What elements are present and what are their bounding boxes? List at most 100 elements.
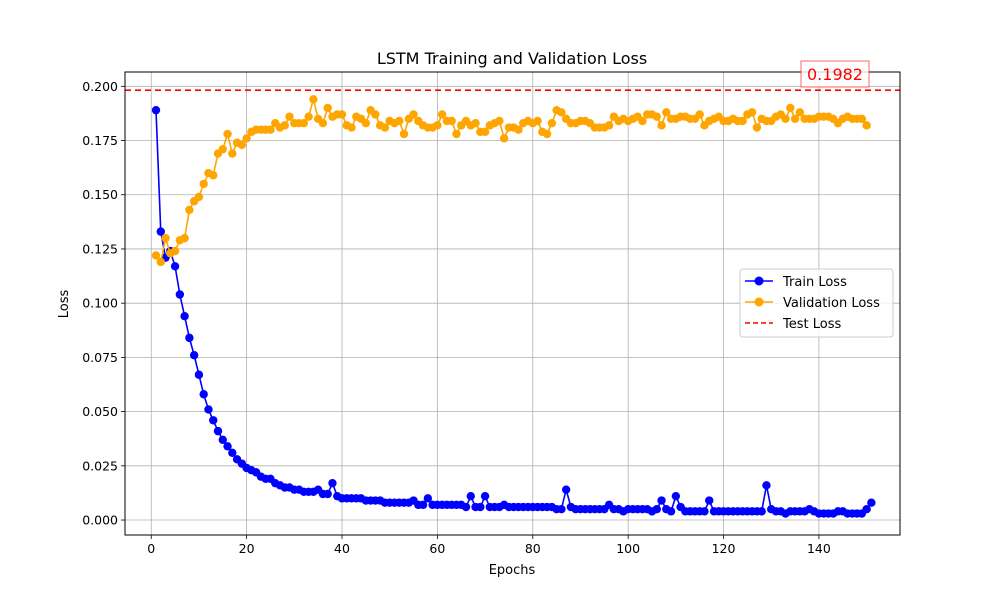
validation-loss-point (194, 192, 204, 202)
train-loss-point (170, 262, 180, 271)
train-loss-point (666, 507, 676, 516)
validation-loss-point (738, 116, 747, 126)
train-loss-point (151, 105, 161, 115)
validation-loss-point (662, 108, 671, 117)
train-loss-point (209, 416, 218, 425)
validation-loss-point (495, 116, 504, 126)
y-tick-label: 0.175 (82, 133, 118, 148)
x-axis-label: Epochs (489, 563, 536, 578)
x-tick-label: 40 (334, 541, 350, 556)
series-layer (125, 89, 900, 518)
validation-loss-point (447, 116, 456, 126)
validation-loss-point (337, 110, 347, 119)
y-axis-label: Loss (57, 290, 72, 319)
legend-validation-marker (754, 297, 764, 307)
x-tick-label: 140 (807, 541, 831, 556)
validation-loss-point (266, 125, 275, 134)
x-tick-label: 80 (525, 541, 541, 556)
validation-loss-point (361, 118, 371, 128)
validation-loss-point (185, 205, 194, 215)
y-tick-label: 0.000 (82, 513, 118, 528)
plot-frame (124, 71, 901, 536)
train-loss-point (180, 311, 189, 321)
y-tick-label: 0.050 (82, 404, 118, 419)
validation-loss-point (786, 103, 795, 113)
legend-validation-label: Validation Loss (783, 296, 880, 311)
grid (125, 72, 900, 535)
validation-loss-point (156, 257, 165, 267)
validation-loss-point (747, 108, 757, 117)
validation-loss-point (280, 121, 289, 130)
train-loss-point (323, 489, 332, 499)
y-tick-label: 0.100 (82, 296, 118, 311)
train-loss-point (480, 491, 490, 501)
validation-loss-point (399, 129, 409, 139)
validation-loss-point (795, 108, 805, 117)
legend-train-marker (754, 276, 764, 286)
train-loss-point (657, 496, 666, 505)
validation-loss-point (499, 134, 509, 143)
validation-loss-point (790, 114, 800, 124)
train-loss-point (156, 227, 165, 236)
validation-loss-point (862, 121, 871, 130)
train-loss-point (199, 390, 208, 399)
validation-loss-point (380, 123, 390, 132)
validation-loss-point (161, 233, 170, 243)
x-tick-label: 0 (147, 541, 155, 556)
validation-loss-point (218, 145, 227, 154)
y-tick-label: 0.150 (82, 187, 118, 202)
chart-title: LSTM Training and Validation Loss (377, 49, 647, 68)
validation-loss-point (347, 123, 356, 132)
train-loss-point (223, 442, 232, 451)
validation-loss-point (170, 246, 180, 256)
validation-loss-point (285, 112, 294, 121)
legend-box (739, 268, 894, 338)
train-loss-point (461, 502, 471, 512)
validation-loss-point (547, 118, 557, 128)
test-loss-annotation: 0.1982 (800, 60, 870, 88)
train-loss-point (652, 504, 661, 514)
validation-loss-point (452, 129, 461, 139)
train-loss-point (476, 502, 485, 512)
validation-loss-point (209, 171, 218, 180)
train-loss-point (671, 491, 681, 501)
train-loss-point (700, 507, 709, 516)
legend: Train Loss Validation Loss Test Loss (739, 268, 894, 338)
validation-loss-point (514, 125, 523, 134)
validation-loss-point (323, 103, 332, 113)
validation-loss-point (604, 121, 614, 130)
train-loss-point (328, 478, 337, 488)
validation-loss-point (781, 114, 790, 124)
x-tick-label: 120 (712, 541, 736, 556)
validation-loss-point (304, 112, 313, 121)
train-loss-point (228, 448, 237, 458)
train-loss-point (466, 491, 475, 501)
train-loss-point (561, 485, 571, 494)
validation-loss-point (409, 110, 418, 119)
validation-loss-point (857, 114, 867, 124)
train-loss-point (213, 426, 223, 436)
validation-loss-point (309, 95, 318, 104)
validation-loss-point (638, 116, 647, 126)
train-loss-point (762, 481, 771, 490)
validation-loss-point (180, 233, 189, 243)
train-loss-point (757, 507, 766, 516)
validation-loss-point (557, 108, 566, 117)
validation-loss-point (237, 140, 247, 150)
train-loss-point (867, 498, 876, 507)
train-loss-point (862, 504, 871, 514)
train-loss-point (194, 370, 204, 379)
train-loss-point (204, 405, 213, 414)
validation-loss-point (533, 116, 542, 126)
validation-loss-point (433, 121, 442, 130)
y-tick-label: 0.200 (82, 79, 118, 94)
validation-loss-point (542, 129, 552, 139)
x-tick-label: 100 (616, 541, 640, 556)
legend-train-label: Train Loss (782, 275, 847, 290)
validation-loss-point (395, 116, 404, 126)
train-loss-point (418, 500, 428, 510)
train-loss-point (185, 333, 194, 343)
legend-test-label: Test Loss (782, 317, 841, 332)
validation-loss-point (371, 110, 380, 119)
train-loss-point (218, 435, 227, 444)
